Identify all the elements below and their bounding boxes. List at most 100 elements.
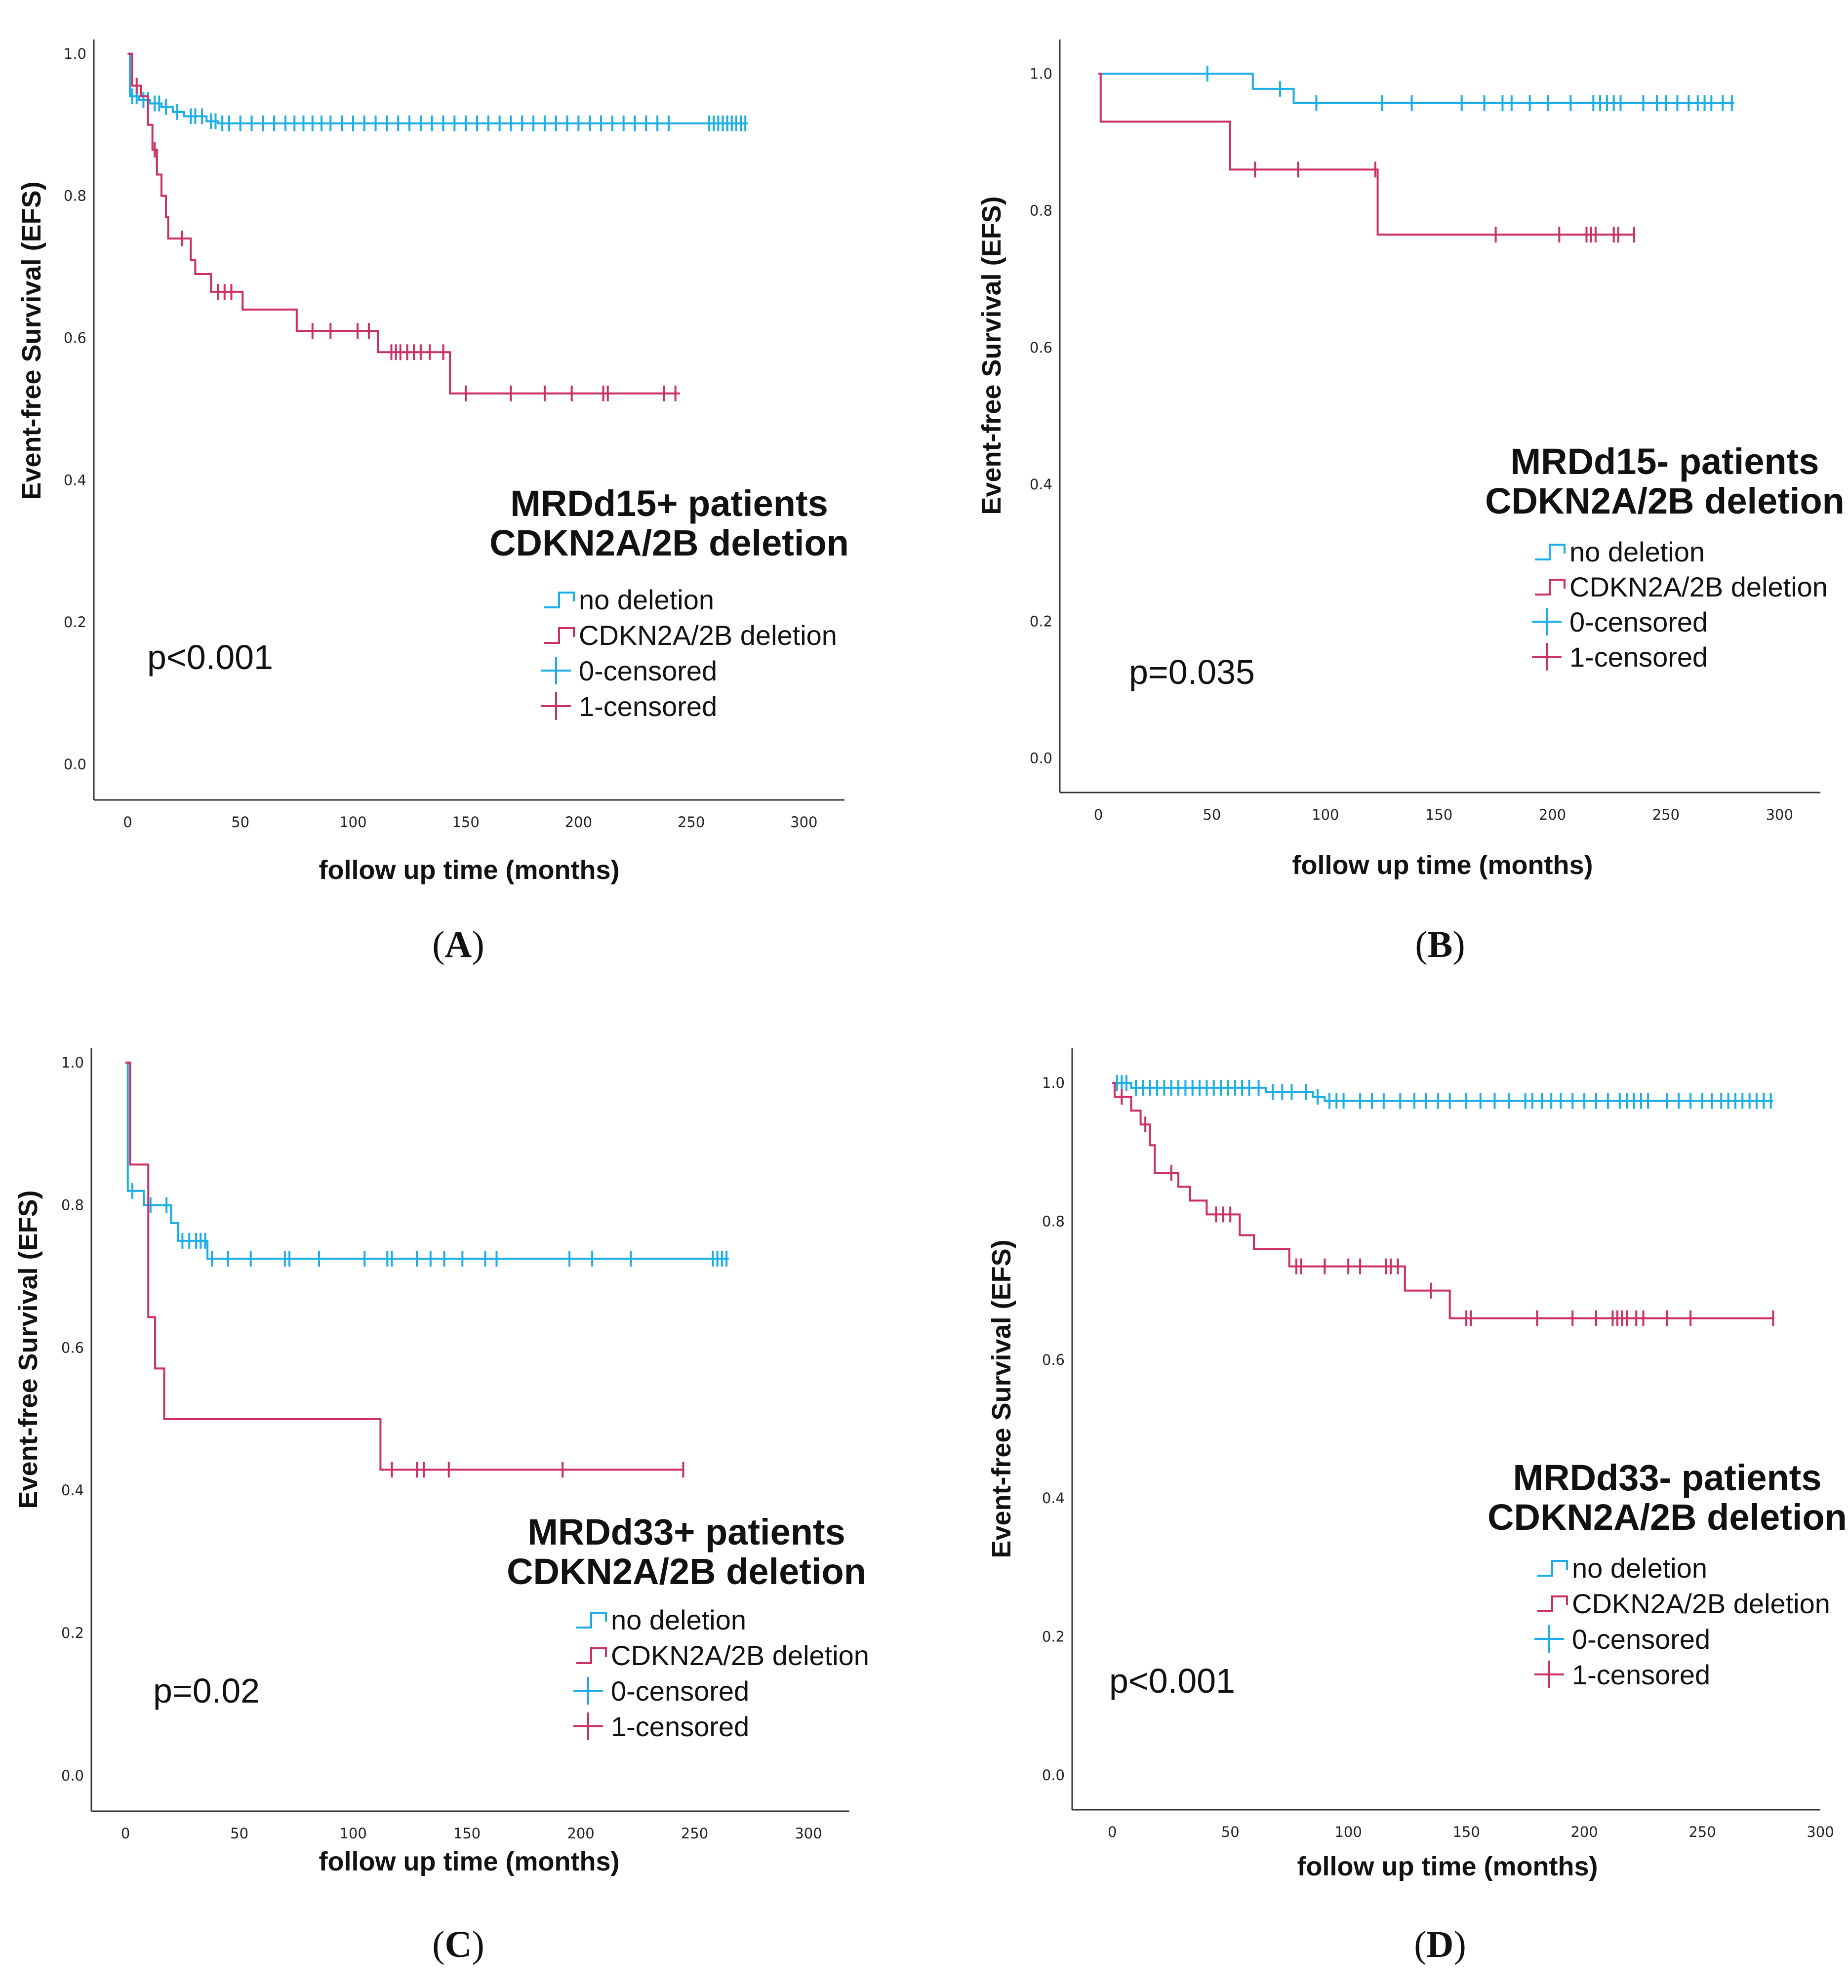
series-layer: [1112, 1075, 1773, 1326]
x-axis-title: follow up time (months): [319, 855, 620, 885]
panel-d-chart: 0.00.20.40.60.81.00 50 100 150 200 250 300Even…: [924, 994, 1848, 1988]
x-tick-label: 100: [339, 1825, 366, 1842]
x-tick-label: 0: [1094, 806, 1103, 823]
x-axis-title: follow up time (months): [1297, 1852, 1598, 1881]
legend-title-line2: CDKN2A/2B deletion: [1487, 1497, 1847, 1538]
x-tick-label: 50: [230, 1825, 248, 1842]
y-tick-label: 0.6: [61, 1339, 84, 1356]
legend-item-label: CDKN2A/2B deletion: [1569, 571, 1828, 602]
y-tick-label: 0.2: [64, 614, 86, 631]
x-tick-label: 150: [1452, 1824, 1480, 1840]
y-axis-title: Event-free Survival (EFS): [977, 196, 1006, 515]
x-tick-label: 300: [1766, 806, 1793, 823]
deletion-survival-line: [1098, 74, 1634, 235]
legend-item-label: CDKN2A/2B deletion: [611, 1640, 869, 1671]
axes-layer: 0.0 0.2 0.4 0.6 0.8 1.0 0 50 100 150 200 250 300 Even…: [17, 40, 844, 885]
legend-item-label: CDKN2A/2B deletion: [579, 620, 837, 651]
deletion-survival-line: [125, 1063, 683, 1470]
x-tick-label: 0: [121, 1825, 130, 1842]
legend-title-line1: MRDd15+ patients: [510, 483, 828, 524]
x-tick-label: 200: [567, 1825, 594, 1842]
y-tick-label: 0.4: [64, 472, 86, 488]
legend-step-icon: [1535, 580, 1565, 595]
legend-step-icon: [1537, 1596, 1567, 1611]
y-tick-label: 0.0: [1030, 750, 1052, 767]
legend-plus-icon: [1532, 643, 1562, 671]
y-tick-label: 0.6: [1042, 1352, 1065, 1368]
legend-plus-icon: [1534, 1661, 1564, 1688]
x-tick-label: 250: [678, 814, 705, 831]
p-value-label: p=0.035: [1129, 653, 1255, 691]
series-layer: [127, 54, 747, 401]
series-layer: [125, 1063, 729, 1477]
y-tick-label: 1.0: [1042, 1074, 1065, 1091]
x-axis-title: follow up time (months): [319, 1847, 620, 1876]
x-axis-title: follow up time (months): [1292, 850, 1593, 880]
legend-item-label: CDKN2A/2B deletion: [1572, 1588, 1830, 1619]
legend-step-icon: [576, 1648, 606, 1663]
legend-item-label: 0-censored: [611, 1675, 749, 1707]
legend-plus-icon: [541, 692, 571, 720]
series-layer: [1098, 66, 1734, 242]
x-tick-label: 100: [1334, 1824, 1362, 1840]
y-tick-label: 0.2: [1030, 613, 1052, 630]
legend-step-icon: [576, 1613, 606, 1628]
y-tick-label: 0.8: [1042, 1213, 1065, 1230]
legend-plus-icon: [1534, 1625, 1564, 1653]
panel-b-caption-letter: B: [1428, 924, 1453, 965]
y-tick-label: 1.0: [61, 1054, 84, 1071]
legend-plus-icon: [573, 1712, 603, 1740]
no-deletion-survival-line: [127, 54, 747, 123]
no-deletion-survival-line: [1112, 1083, 1773, 1101]
legend-plus-icon: [573, 1677, 603, 1705]
legend-item-label: 1-censored: [579, 691, 717, 722]
y-tick-label: 1.0: [1030, 65, 1052, 82]
legend-title-line2: CDKN2A/2B deletion: [1485, 480, 1845, 521]
y-tick-label: 0.0: [64, 756, 86, 773]
legend-item-label: 0-censored: [1572, 1624, 1710, 1655]
legend-title-line1: MRDd15- patients: [1511, 441, 1819, 482]
legend-title-line2: CDKN2A/2B deletion: [489, 522, 849, 563]
axes-layer: 0.0 0.2 0.4 0.6 0.8 1.0 0 50 100 150 200 250 300 Even…: [13, 1048, 849, 1876]
y-axis-title: Event-free Survival (EFS): [17, 181, 46, 500]
legend-plus-icon: [1532, 608, 1562, 636]
legend-layer: p=0.02 MRDd33+ patients CDKN2A/2B deletion…: [153, 1511, 869, 1742]
panel-a-caption-letter: A: [445, 924, 472, 965]
x-tick-label: 300: [795, 1825, 822, 1842]
x-tick-label: 250: [681, 1825, 708, 1842]
y-axis-title: Event-free Survival (EFS): [13, 1190, 43, 1509]
y-tick-label: 0.0: [61, 1767, 84, 1784]
x-tick-label: 50: [231, 814, 249, 831]
panel-d-caption-letter: D: [1427, 1924, 1454, 1965]
panel-c-caption-letter: C: [445, 1924, 472, 1965]
legend-title-line1: MRDd33+ patients: [527, 1511, 845, 1552]
y-axis-title: Event-free Survival (EFS): [987, 1239, 1016, 1558]
y-tick-label: 0.8: [64, 188, 86, 204]
x-tick-label: 100: [1312, 806, 1339, 823]
x-tick-label: 0: [123, 814, 132, 831]
legend-plus-icon: [541, 657, 571, 684]
panel-d-caption: (D): [1391, 1923, 1489, 1966]
x-tick-label: 300: [790, 814, 817, 831]
p-value-label: p=0.02: [153, 1671, 260, 1710]
x-tick-label: 50: [1203, 806, 1221, 823]
x-tick-label: 200: [1539, 806, 1566, 823]
legend-item-label: no deletion: [611, 1604, 746, 1635]
figure: 0.0 0.2 0.4 0.6 0.8 1.0 0 50 100 150 200 250 300 Even…: [0, 0, 1848, 1988]
panel-b-caption: (B): [1391, 923, 1489, 966]
deletion-survival-line: [1112, 1083, 1773, 1318]
no-deletion-survival-line: [1098, 74, 1734, 103]
x-tick-label: 250: [1652, 806, 1680, 823]
legend-step-icon: [544, 628, 574, 643]
legend-item-label: no deletion: [1569, 536, 1705, 567]
panel-a-chart: 0.0 0.2 0.4 0.6 0.8 1.0 0 50 100 150 200 250 300 Even…: [0, 0, 924, 938]
legend-step-icon: [1537, 1561, 1567, 1576]
y-tick-label: 0.2: [1042, 1629, 1065, 1645]
legend-title-line1: MRDd33- patients: [1513, 1457, 1822, 1498]
legend-item-label: 1-censored: [1572, 1659, 1710, 1690]
legend-item-label: no deletion: [1572, 1552, 1707, 1584]
legend-item-label: 0-censored: [579, 655, 717, 686]
